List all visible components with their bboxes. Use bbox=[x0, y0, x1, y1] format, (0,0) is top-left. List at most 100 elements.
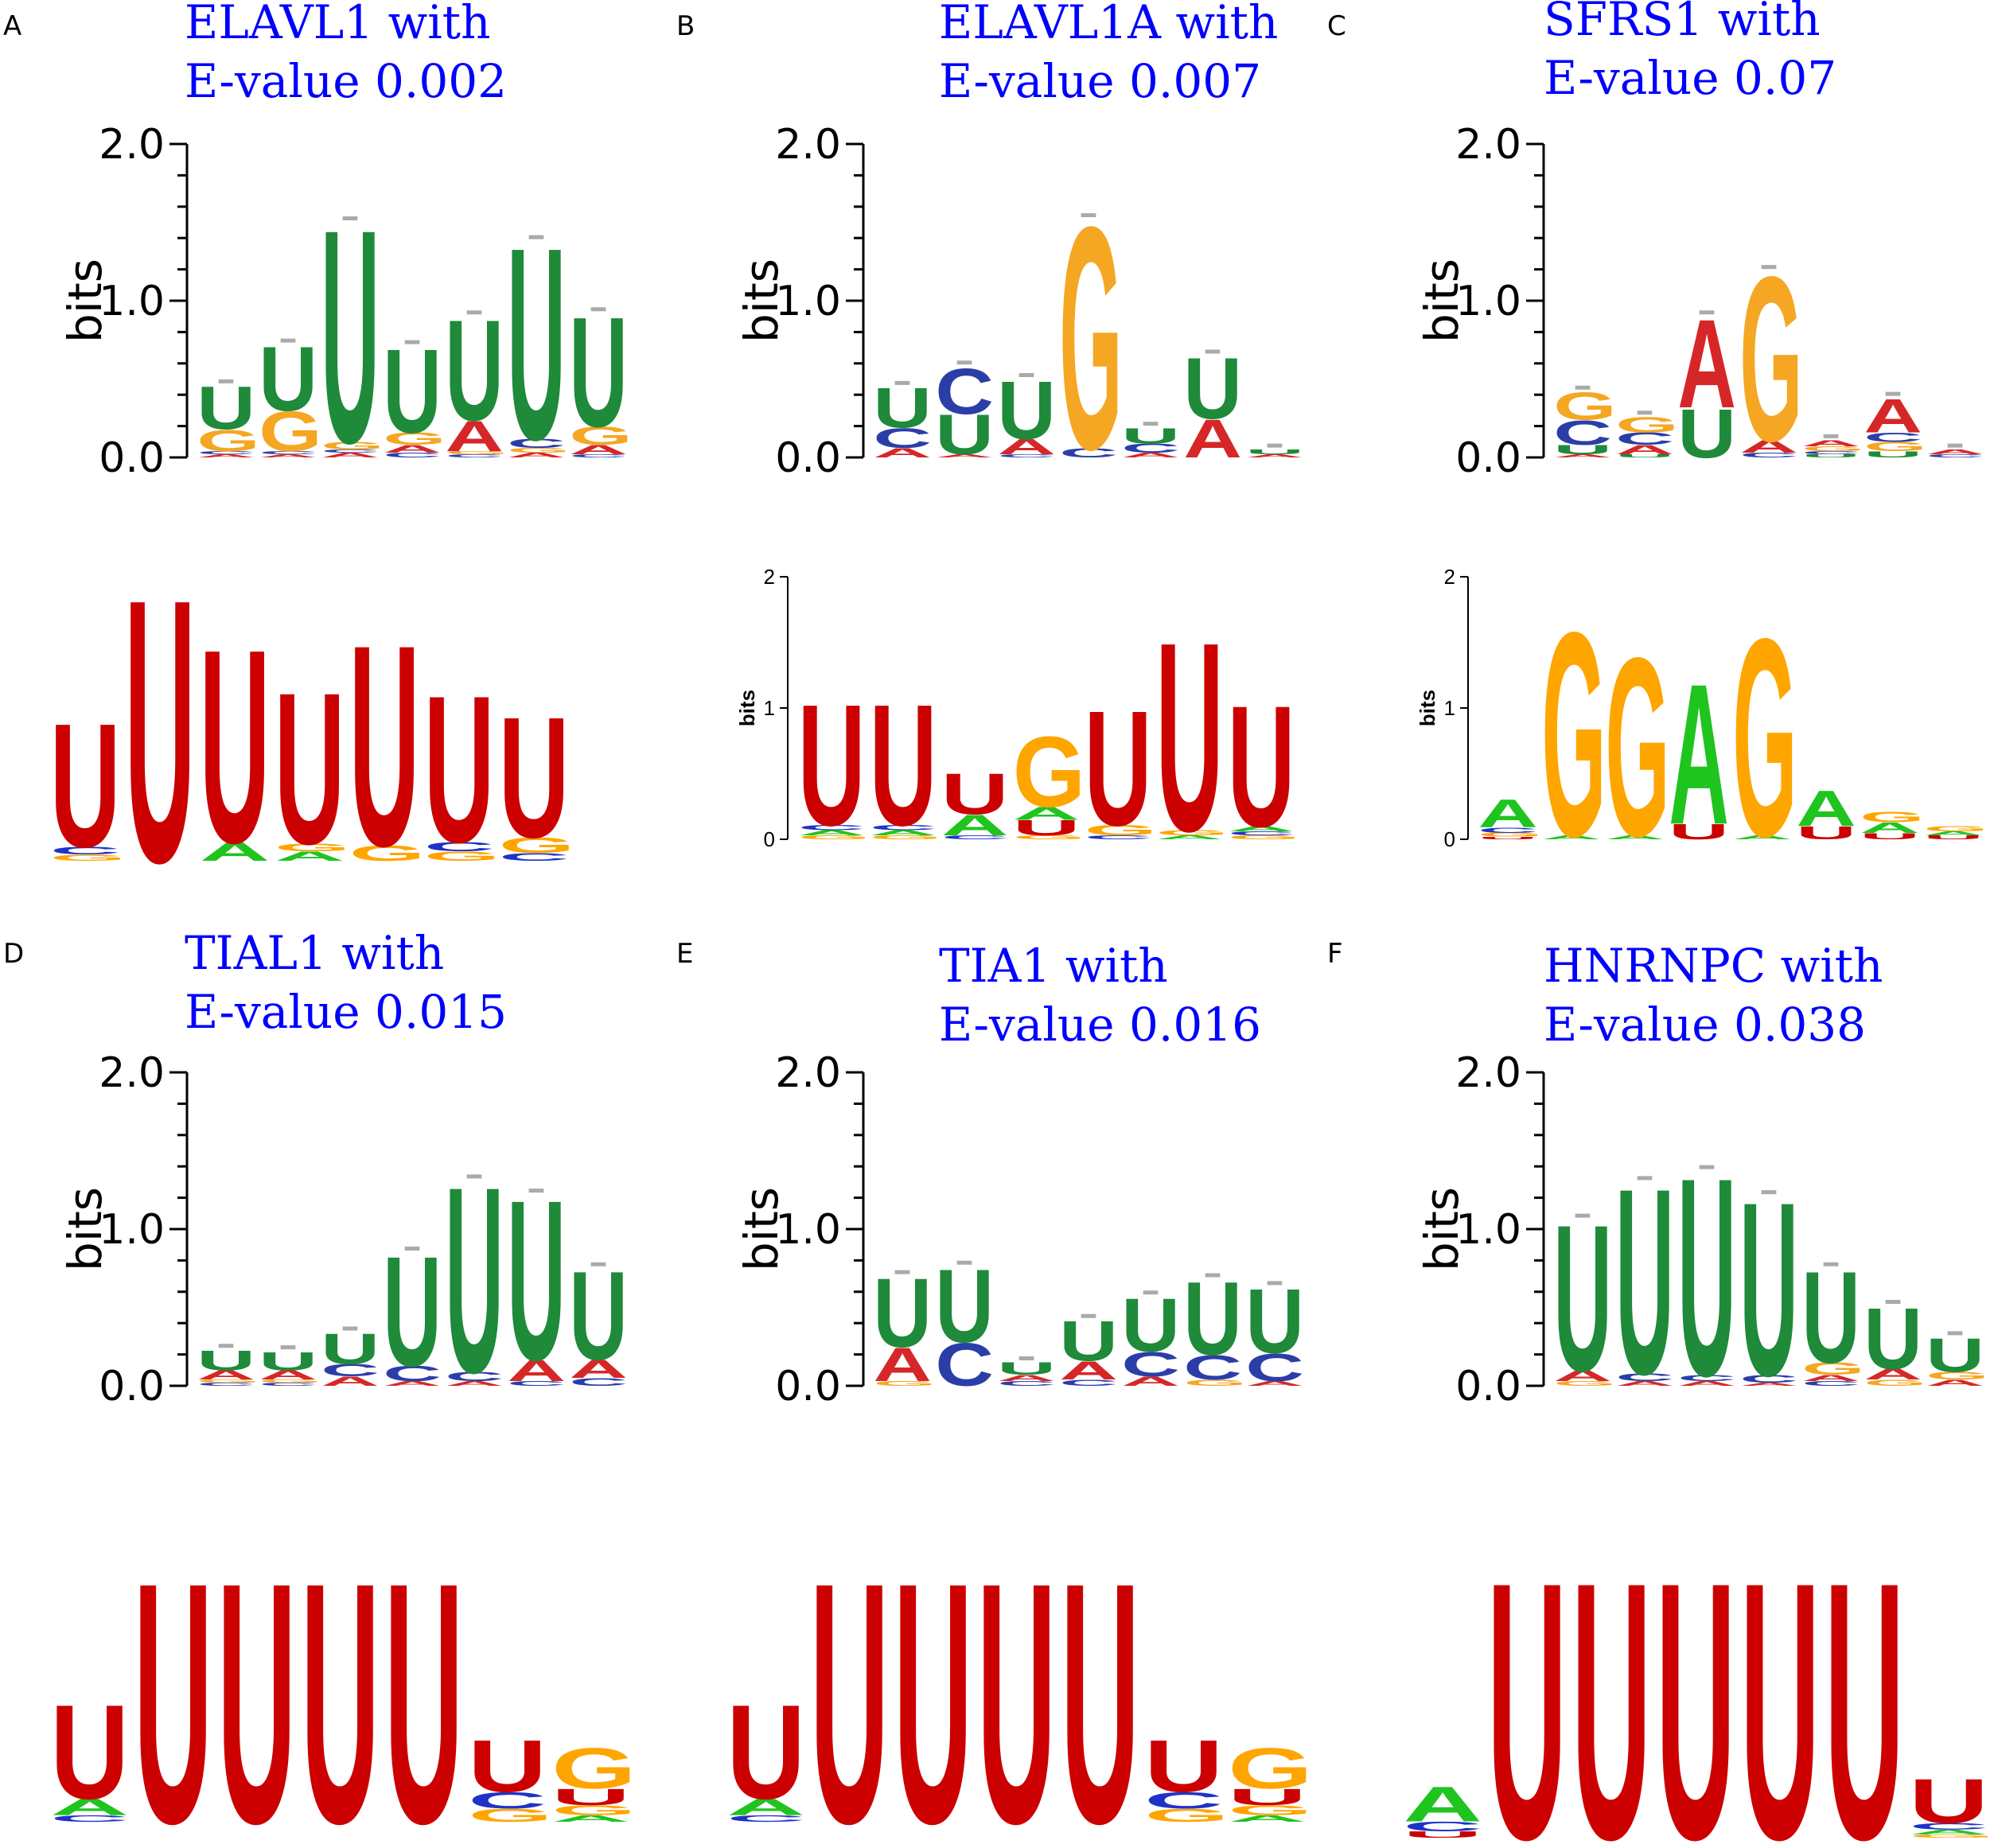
logo-letter-a: A bbox=[321, 452, 380, 459]
logo-letter-u: U bbox=[383, 325, 442, 458]
logo-letter-g: G bbox=[1926, 1370, 1988, 1382]
logo-letter-u: U bbox=[50, 1677, 129, 1827]
logo-letter-a: A bbox=[1926, 1378, 1984, 1387]
logo-letter-u: U bbox=[1615, 1134, 1674, 1430]
panel-title-line1: TIAL1 with bbox=[185, 926, 444, 980]
logo-letter-c: C bbox=[726, 1813, 805, 1823]
logo-letter-a: A bbox=[200, 837, 271, 866]
logo-letter-c: C bbox=[1085, 835, 1152, 841]
panel-letter: A bbox=[3, 10, 21, 42]
logo-letter-u: U bbox=[445, 290, 504, 451]
logo-letter-a: A bbox=[935, 453, 994, 458]
logo-letter-u: U bbox=[1677, 1119, 1736, 1435]
logo-letter-c: C bbox=[1864, 430, 1922, 445]
logo-letter-a: A bbox=[569, 442, 628, 457]
panel-letter: B bbox=[676, 10, 695, 42]
logo-letter-g: G bbox=[1909, 1834, 1994, 1838]
logo-letter-a: A bbox=[1228, 825, 1295, 833]
logo-letter-u: U bbox=[1245, 449, 1304, 456]
logo-letter-u: U bbox=[1864, 1290, 1922, 1387]
logo-letter-u: U bbox=[1085, 676, 1152, 860]
y-tick-label: 0.0 bbox=[775, 434, 841, 482]
logo-letter-g: G bbox=[1553, 1380, 1616, 1387]
logo-letter-u: U bbox=[1825, 1507, 1904, 1848]
logo-letter-c: C bbox=[1121, 441, 1180, 455]
logo-letter-g: G bbox=[197, 1379, 259, 1383]
logo-letter-a: A bbox=[1801, 438, 1860, 448]
logo-letter-a: A bbox=[726, 1794, 805, 1820]
logo-letter-g: G bbox=[259, 1379, 321, 1383]
logo-letter-u: U bbox=[197, 1345, 255, 1377]
logo-letter-g: G bbox=[1228, 835, 1300, 841]
y-axis-label: bits bbox=[734, 1187, 789, 1271]
logo-letter-a: A bbox=[259, 1368, 317, 1382]
logo-letter-u: U bbox=[873, 376, 932, 440]
logo-letter-g: G bbox=[468, 1805, 553, 1826]
logo-letter-a: A bbox=[507, 1354, 566, 1388]
logo-letter-a: A bbox=[1156, 835, 1224, 841]
logo-letter-g: G bbox=[197, 424, 259, 458]
logo-letter-u: U bbox=[1156, 586, 1224, 888]
logo-letter-a: A bbox=[1923, 831, 1983, 837]
y-tick-label: 0 bbox=[764, 827, 775, 851]
logo-letter-g: G bbox=[1144, 1805, 1229, 1826]
logo-letter-a: A bbox=[1860, 819, 1919, 836]
logo-letter-u: U bbox=[997, 1359, 1056, 1379]
logo-letter-u: U bbox=[798, 669, 866, 862]
panel-letter: D bbox=[3, 938, 24, 970]
logo-letter-u: U bbox=[424, 652, 495, 886]
logo-letter-g: G bbox=[1860, 809, 1924, 826]
known-motif-logo: GCU U AU AGU GU GCU CGU bbox=[50, 522, 574, 941]
y-tick-label: 2.0 bbox=[1455, 1049, 1521, 1097]
logo-letter-g: G bbox=[507, 447, 570, 454]
logo-letter-u: U bbox=[1121, 1282, 1180, 1368]
logo-letter-u: U bbox=[445, 1133, 504, 1429]
logo-letter-u: U bbox=[321, 1325, 380, 1374]
logo-letter-a: A bbox=[507, 452, 566, 459]
logo-letter-a: A bbox=[569, 1355, 628, 1383]
panel-title-line2: E-value 0.038 bbox=[1544, 998, 1866, 1052]
logo-letter-g: G bbox=[349, 841, 425, 866]
logo-letter-a: A bbox=[941, 809, 1009, 842]
panel-e: E TIA1 with E-value 0.016 0.0 1.0 2.0 bits G… bbox=[676, 938, 1313, 1848]
logo-letter-c: C bbox=[798, 823, 866, 831]
logo-letter-a: A bbox=[383, 443, 442, 455]
logo-letter-c: C bbox=[197, 1382, 255, 1387]
logo-letter-u: U bbox=[217, 1511, 296, 1848]
logo-letter-c: C bbox=[50, 844, 121, 857]
logo-letter-a: A bbox=[1121, 452, 1180, 459]
logo-letter-g: G bbox=[50, 853, 126, 862]
logo-letter-u: U bbox=[1615, 453, 1674, 458]
logo-letter-a: A bbox=[1013, 803, 1081, 823]
logo-letter-g: G bbox=[1228, 1737, 1313, 1801]
logo-letter-a: A bbox=[1615, 442, 1674, 457]
logo-letter-g: G bbox=[445, 450, 508, 455]
logo-letter-g: G bbox=[873, 1380, 936, 1387]
logo-letter-u: U bbox=[384, 1511, 463, 1848]
logo-letter-c: C bbox=[1228, 831, 1295, 837]
logo-letter-a: A bbox=[1909, 1828, 1988, 1836]
y-axis-label: bits bbox=[735, 690, 759, 726]
panel-title-line1: ELAVL1 with bbox=[185, 0, 490, 49]
logo-letter-u: U bbox=[1677, 395, 1736, 473]
logo-letter-a: A bbox=[50, 1794, 129, 1820]
logo-letter-g: G bbox=[1605, 605, 1669, 890]
logo-letter-u: U bbox=[935, 1247, 994, 1364]
y-axis-label: bits bbox=[734, 259, 789, 343]
logo-letter-c: C bbox=[941, 835, 1009, 841]
y-axis-label: bits bbox=[1415, 1187, 1469, 1271]
logo-letter-g: G bbox=[1553, 384, 1616, 428]
logo-letter-c: C bbox=[321, 449, 380, 453]
logo-letter-c: C bbox=[259, 450, 317, 455]
logo-letter-u: U bbox=[569, 1246, 628, 1387]
logo-letter-u: U bbox=[1656, 1507, 1735, 1848]
logo-letter-a: A bbox=[321, 1374, 380, 1388]
logo-letter-u: U bbox=[1801, 1243, 1860, 1390]
logo-letter-c: C bbox=[383, 1362, 442, 1386]
logo-letter-c: C bbox=[445, 453, 504, 458]
logo-letter-u: U bbox=[1487, 1507, 1567, 1848]
logo-letter-c: C bbox=[1677, 1373, 1736, 1383]
logo-letter-g: G bbox=[1923, 825, 1988, 833]
logo-letter-a: A bbox=[197, 453, 255, 458]
